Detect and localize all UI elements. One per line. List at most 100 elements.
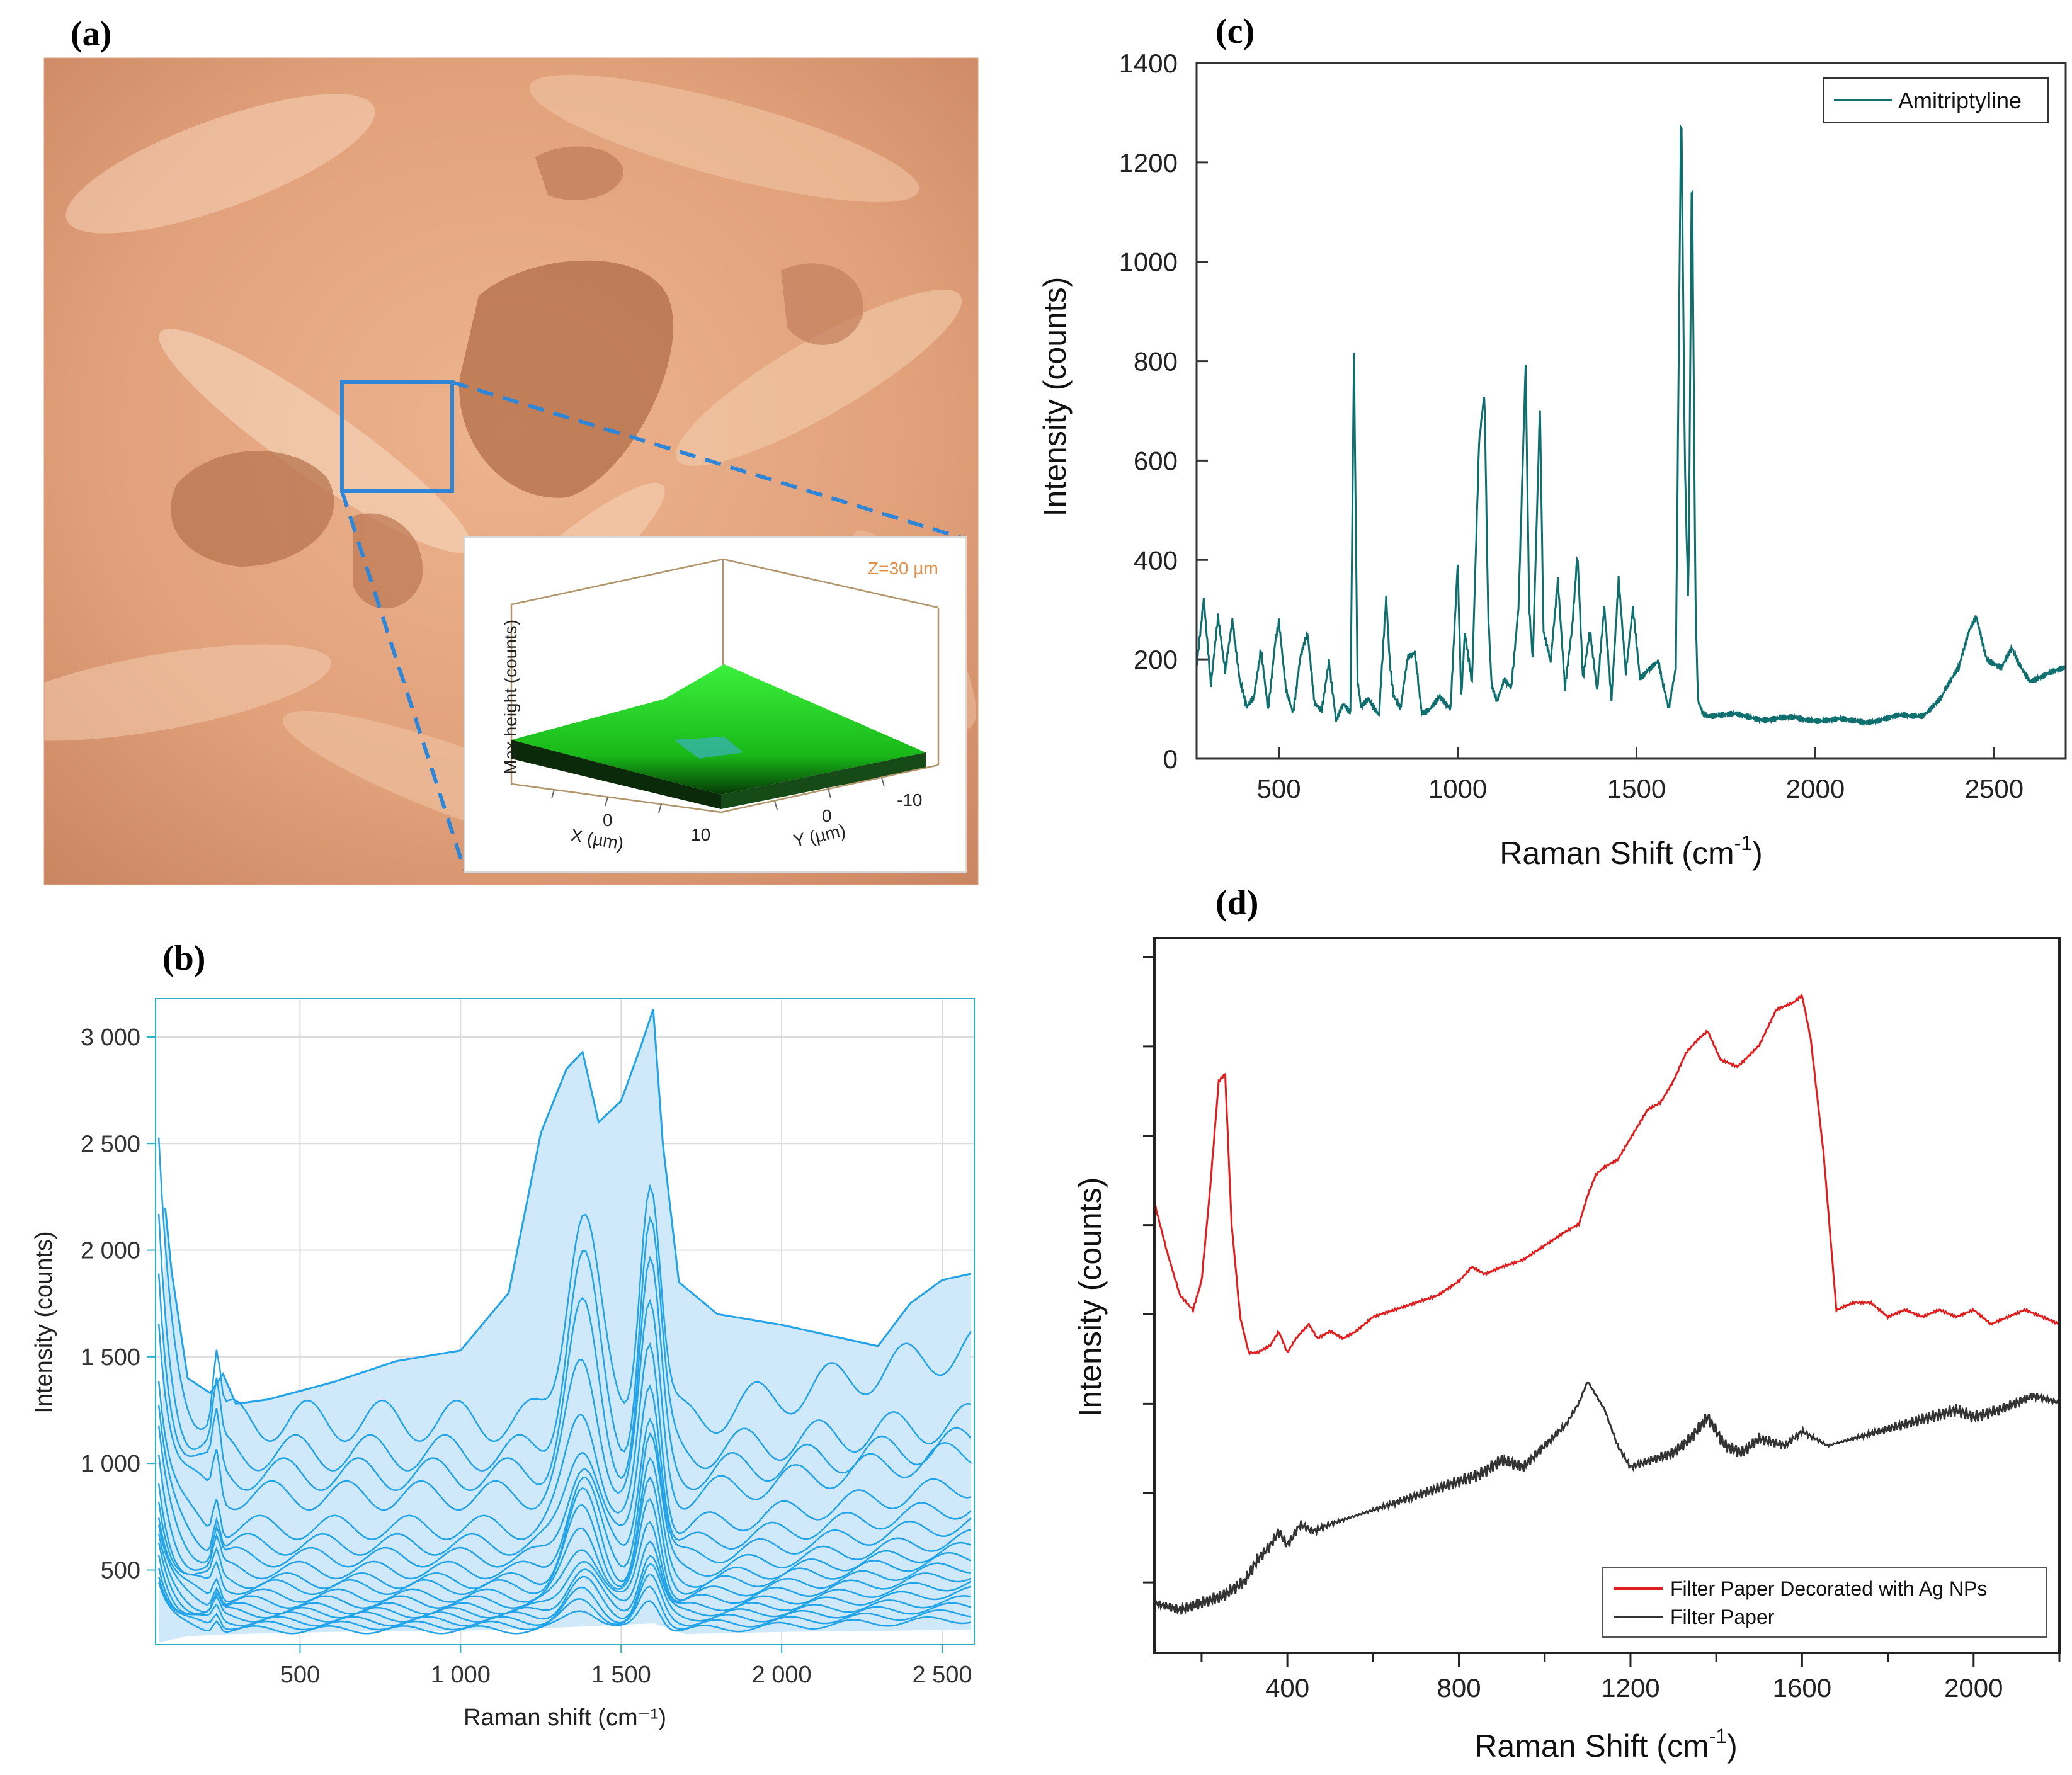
c-y-tick-label-200: 200 xyxy=(1134,645,1178,674)
b-series-line-7 xyxy=(157,1432,972,1580)
d-x-tick-label-800: 800 xyxy=(1437,1673,1481,1703)
b-y-tick-label-1500: 1 500 xyxy=(81,1344,140,1371)
b-series-line-14 xyxy=(157,1555,972,1623)
inset-x-tick-10: 10 xyxy=(691,825,710,844)
b-series-line-0 xyxy=(157,1137,972,1443)
inset-x-tick-0: 0 xyxy=(603,810,613,830)
d-x-tick-label-2000: 2000 xyxy=(1944,1673,2003,1703)
c-y-tick-label-1000: 1000 xyxy=(1119,247,1178,277)
b-series-line-13 xyxy=(157,1542,972,1619)
b-series-line-6 xyxy=(157,1417,972,1568)
panel-label-c: (c) xyxy=(1215,12,1255,51)
c-x-tick-label-1500: 1500 xyxy=(1607,774,1666,803)
d-series-ag-nps xyxy=(1154,993,2059,1356)
c-x-tick-label-1000: 1000 xyxy=(1428,774,1487,803)
inset-y-tick-0: 0 xyxy=(822,806,832,825)
b-envelope-upper-line xyxy=(164,1009,972,1405)
inset-surface-side-left xyxy=(511,740,721,809)
b-x-tick-label-1500: 1 500 xyxy=(591,1662,651,1688)
c-y-tick-label-600: 600 xyxy=(1134,446,1178,475)
chart-b: 500 1 000 1 500 2 000 2 500 500 1 000 1 500 2 0… xyxy=(31,998,975,1731)
b-x-tick-label-2000: 2 000 xyxy=(752,1662,812,1688)
b-series-group xyxy=(157,1137,972,1635)
b-series-line-9 xyxy=(157,1476,972,1596)
d-series-filter-paper xyxy=(1154,1381,2059,1615)
c-xlabel-sup: -1 xyxy=(1734,832,1752,854)
b-y-tick-label-2500: 2 500 xyxy=(81,1131,140,1157)
inset-surface-highlight xyxy=(674,737,743,759)
inset-y-tick-neg10: -10 xyxy=(897,790,922,810)
c-series-amitriptyline xyxy=(1197,123,2066,727)
d-plot-frame xyxy=(1153,937,2061,1654)
b-x-tick-label-500: 500 xyxy=(280,1662,320,1688)
b-y-ticks: 500 1 000 1 500 2 000 2 500 3 000 xyxy=(81,1024,156,1584)
c-plot-frame xyxy=(1195,62,2067,760)
b-series-line-10 xyxy=(157,1497,971,1603)
c-legend-label: Amitriptyline xyxy=(1898,88,2022,113)
inset-surface-top xyxy=(511,664,926,795)
b-x-axis-label: Raman shift (cm⁻¹) xyxy=(464,1704,666,1731)
b-series-line-11 xyxy=(157,1521,972,1609)
c-x-tick-label-2500: 2500 xyxy=(1965,774,2024,803)
b-x-tick-label-1000: 1 000 xyxy=(431,1662,491,1688)
b-y-tick-label-1000: 1 000 xyxy=(81,1451,140,1477)
d-legend-label-red: Filter Paper Decorated with Ag NPs xyxy=(1670,1577,1987,1600)
inset-ticks xyxy=(551,777,885,814)
c-y-tick-label-0: 0 xyxy=(1163,744,1178,774)
d-xlabel-sup: -1 xyxy=(1709,1725,1727,1747)
microscope-photo xyxy=(44,58,978,885)
b-x-tick-label-2500: 2 500 xyxy=(912,1662,972,1688)
panel-label-a: (a) xyxy=(71,14,111,54)
b-y-tick-label-3000: 3 000 xyxy=(81,1024,140,1051)
d-x-tick-label-1600: 1600 xyxy=(1773,1673,1831,1703)
c-x-tick-label-500: 500 xyxy=(1257,774,1301,803)
inset-axes-box xyxy=(510,558,940,784)
d-xlabel-main: Raman Shift (cm xyxy=(1474,1728,1709,1764)
zoom-line-bottom xyxy=(340,491,466,870)
d-x-tick-label-400: 400 xyxy=(1265,1673,1309,1703)
inset-floor xyxy=(511,764,939,814)
inset-z-label: Z=30 µm xyxy=(868,559,938,578)
b-series-line-17 xyxy=(157,1582,972,1635)
roi-box xyxy=(340,380,454,493)
d-y-ticks xyxy=(1143,956,1154,1584)
d-legend: Filter Paper Decorated with Ag NPs Filte… xyxy=(1602,1567,2047,1638)
b-plot-frame xyxy=(155,998,975,1645)
paper-pores xyxy=(171,146,863,609)
d-y-axis-label: Intensity (counts) xyxy=(1073,1177,1108,1417)
b-series-line-15 xyxy=(157,1567,972,1627)
inset-surface-side-right xyxy=(721,752,926,809)
chart-c: 500 1000 1500 2000 2500 0 200 400 600 800 1000 120… xyxy=(1037,48,2067,871)
chart-d: 400 800 1200 1600 2000 Raman Shift (cm-1) In… xyxy=(1073,937,2061,1764)
c-y-tick-label-1200: 1200 xyxy=(1119,148,1178,178)
d-x-tick-label-1200: 1200 xyxy=(1601,1673,1659,1703)
b-x-ticks: 500 1 000 1 500 2 000 2 500 xyxy=(280,1645,972,1688)
c-y-ticks: 0 200 400 600 800 1000 1200 1400 xyxy=(1119,48,1208,774)
d-legend-label-black: Filter Paper xyxy=(1670,1606,1775,1628)
photo-frame xyxy=(43,57,979,885)
d-xlabel-close: ) xyxy=(1727,1728,1738,1764)
c-xlabel-main: Raman Shift (cm xyxy=(1500,836,1734,871)
zoom-line-top xyxy=(452,380,964,540)
b-series-line-3 xyxy=(157,1298,972,1511)
inset-zlabel: Max height (counts) xyxy=(501,620,520,774)
b-y-tick-label-2000: 2 000 xyxy=(81,1238,140,1264)
c-x-ticks: 500 1000 1500 2000 2500 xyxy=(1257,747,2024,803)
c-y-tick-label-1400: 1400 xyxy=(1119,48,1178,78)
panel-label-b: (b) xyxy=(162,939,205,978)
d-legend-box xyxy=(1602,1567,2047,1638)
c-x-tick-label-2000: 2000 xyxy=(1786,774,1845,803)
c-y-tick-label-800: 800 xyxy=(1134,347,1178,377)
b-y-axis-label: Intensity (counts) xyxy=(31,1231,57,1413)
b-series-line-8 xyxy=(157,1456,972,1589)
d-x-axis-label: Raman Shift (cm-1) xyxy=(1474,1725,1737,1764)
panel-label-d: (d) xyxy=(1215,883,1258,922)
b-series-line-1 xyxy=(157,1213,972,1472)
c-y-axis-label: Intensity (counts) xyxy=(1037,277,1073,517)
c-y-tick-label-400: 400 xyxy=(1134,545,1178,575)
c-legend: Amitriptyline xyxy=(1823,77,2049,123)
c-xlabel-close: ) xyxy=(1752,836,1763,871)
b-series-line-2 xyxy=(157,1255,972,1492)
inset-3d-surface: Z=30 µm Max height (counts) 0 10 0 -10 X… xyxy=(464,536,967,873)
